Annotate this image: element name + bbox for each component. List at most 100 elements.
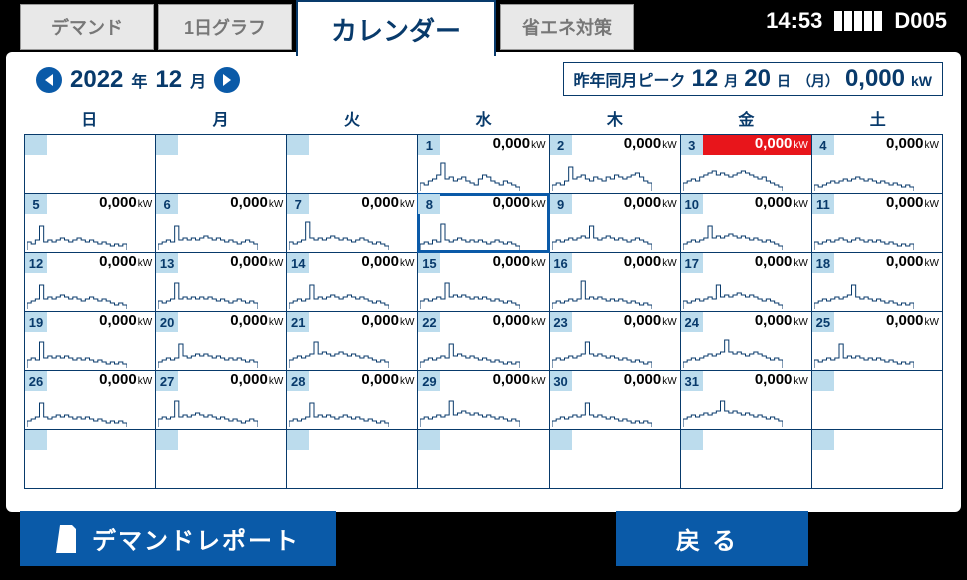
sparkline [27,336,127,368]
calendar-cell[interactable]: 250,000kW [812,312,942,370]
calendar-cell[interactable]: 130,000kW [156,253,286,311]
day-number: 10 [681,194,703,214]
demand-report-button[interactable]: デマンドレポート [20,511,336,566]
calendar-cell[interactable]: 90,000kW [550,194,680,252]
cell-value: 0,000kW [47,194,155,214]
calendar-cell-blank [287,430,417,488]
day-number: 27 [156,371,178,391]
day-number: 23 [550,312,572,332]
day-number: 1 [418,135,440,155]
sparkline [158,277,258,309]
calendar-cell[interactable]: 70,000kW [287,194,417,252]
weekday-label: 金 [681,104,811,132]
day-number: 13 [156,253,178,273]
cell-value: 0,000kW [834,135,942,155]
calendar-cell[interactable]: 20,000kW [550,135,680,193]
calendar-cell[interactable]: 310,000kW [681,371,811,429]
status-code: D005 [894,8,947,34]
day-number: 18 [812,253,834,273]
cell-value: 0,000kW [178,371,286,391]
prev-month-button[interactable] [36,67,62,93]
cell-value: 0,000kW [572,253,680,273]
sparkline [552,159,652,191]
calendar-cell[interactable]: 200,000kW [156,312,286,370]
cell-value: 0,000kW [178,312,286,332]
calendar-cell[interactable]: 140,000kW [287,253,417,311]
tab-energy[interactable]: 省エネ対策 [500,4,634,50]
calendar-cell[interactable]: 230,000kW [550,312,680,370]
day-number: 24 [681,312,703,332]
calendar-cell[interactable]: 50,000kW [25,194,155,252]
calendar-cell[interactable]: 100,000kW [681,194,811,252]
day-number [812,371,834,391]
calendar-cell[interactable]: 240,000kW [681,312,811,370]
sparkline [814,159,914,191]
sparkline [289,218,389,250]
day-number: 9 [550,194,572,214]
calendar-cell-blank [550,430,680,488]
calendar-cell[interactable]: 160,000kW [550,253,680,311]
cell-value: 0,000kW [47,371,155,391]
cell-value: 0,000kW [834,312,942,332]
cell-value: 0,000kW [572,312,680,332]
sparkline [27,218,127,250]
cell-value: 0,000kW [703,135,811,155]
day-number: 15 [418,253,440,273]
tab-oneday[interactable]: 1日グラフ [158,4,292,50]
cell-value: 0,000kW [834,194,942,214]
calendar-cell[interactable]: 80,000kW [418,194,548,252]
calendar-cell[interactable]: 10,000kW [418,135,548,193]
day-number [156,135,178,155]
calendar-cell[interactable]: 170,000kW [681,253,811,311]
day-number [812,430,834,450]
next-month-button[interactable] [214,67,240,93]
day-number [287,430,309,450]
calendar-cell-blank [812,430,942,488]
calendar-cell[interactable]: 190,000kW [25,312,155,370]
calendar-cell[interactable]: 300,000kW [550,371,680,429]
calendar-cell[interactable]: 260,000kW [25,371,155,429]
calendar-cell[interactable]: 30,000kW [681,135,811,193]
day-number: 16 [550,253,572,273]
sparkline [814,277,914,309]
sparkline [27,277,127,309]
weekday-label: 土 [813,104,943,132]
calendar-cell[interactable]: 110,000kW [812,194,942,252]
day-number: 2 [550,135,572,155]
day-number: 7 [287,194,309,214]
day-number [25,135,47,155]
back-button[interactable]: 戻る [616,511,808,566]
cell-value: 0,000kW [47,253,155,273]
weekday-label: 月 [155,104,285,132]
calendar-cell[interactable]: 120,000kW [25,253,155,311]
sparkline [420,395,520,427]
sparkline [552,336,652,368]
day-number: 14 [287,253,309,273]
sparkline [289,395,389,427]
cell-value: 0,000kW [309,253,417,273]
day-number: 8 [418,194,440,214]
calendar-cell-blank [418,430,548,488]
tab-demand[interactable]: デマンド [20,4,154,50]
day-number [25,430,47,450]
cell-value: 0,000kW [309,194,417,214]
calendar-cell[interactable]: 180,000kW [812,253,942,311]
weekday-label: 日 [24,104,154,132]
day-number: 19 [25,312,47,332]
day-number: 20 [156,312,178,332]
tab-calendar[interactable]: カレンダー [296,0,496,56]
day-number: 6 [156,194,178,214]
calendar-cell[interactable]: 210,000kW [287,312,417,370]
cell-value: 0,000kW [47,312,155,332]
calendar-cell[interactable]: 40,000kW [812,135,942,193]
calendar-cell[interactable]: 220,000kW [418,312,548,370]
peak-value: 0,000 [845,65,905,93]
calendar-cell[interactable]: 280,000kW [287,371,417,429]
calendar-cell[interactable]: 150,000kW [418,253,548,311]
calendar-cell[interactable]: 270,000kW [156,371,286,429]
calendar-cell[interactable]: 290,000kW [418,371,548,429]
day-number: 26 [25,371,47,391]
calendar-cell[interactable]: 60,000kW [156,194,286,252]
sparkline [683,395,783,427]
cell-value: 0,000kW [703,253,811,273]
